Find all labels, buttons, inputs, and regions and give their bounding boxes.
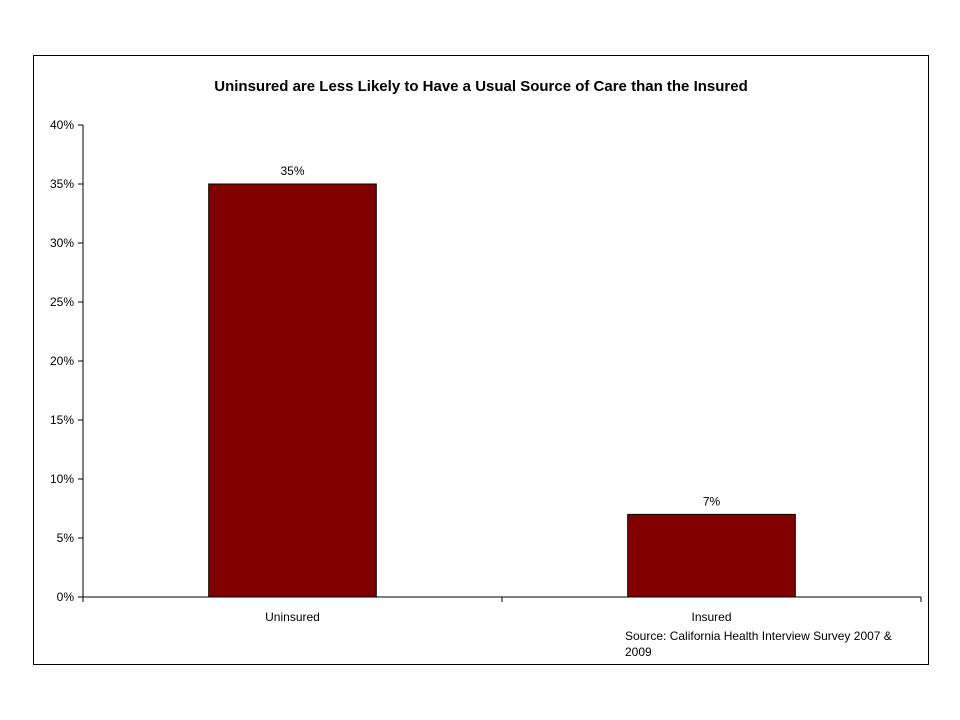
y-tick-label: 10% xyxy=(50,472,74,486)
bar-chart: Uninsured are Less Likely to Have a Usua… xyxy=(50,78,922,659)
source-note-line-2: 2009 xyxy=(625,645,652,659)
y-tick-label: 30% xyxy=(50,236,74,250)
chart-frame: Uninsured are Less Likely to Have a Usua… xyxy=(33,55,929,665)
y-tick-label: 0% xyxy=(57,590,75,604)
source-note-line-1: Source: California Health Interview Surv… xyxy=(625,629,892,643)
category-label: Insured xyxy=(691,610,731,624)
y-tick-label: 20% xyxy=(50,354,74,368)
y-tick-label: 15% xyxy=(50,413,74,427)
y-tick-label: 40% xyxy=(50,118,74,132)
data-label: 35% xyxy=(280,164,304,178)
y-tick-label: 5% xyxy=(57,531,75,545)
plot-area: 0% 5% 10% 15% 20% 25% 30% 35% 40% 35% Uninsured 7% I… xyxy=(50,118,922,624)
bar xyxy=(627,513,796,598)
bar xyxy=(208,183,377,598)
y-tick-label: 25% xyxy=(50,295,74,309)
data-label: 7% xyxy=(703,494,721,508)
category-label: Uninsured xyxy=(265,610,320,624)
y-tick-label: 35% xyxy=(50,177,74,191)
chart-title: Uninsured are Less Likely to Have a Usua… xyxy=(214,78,748,95)
